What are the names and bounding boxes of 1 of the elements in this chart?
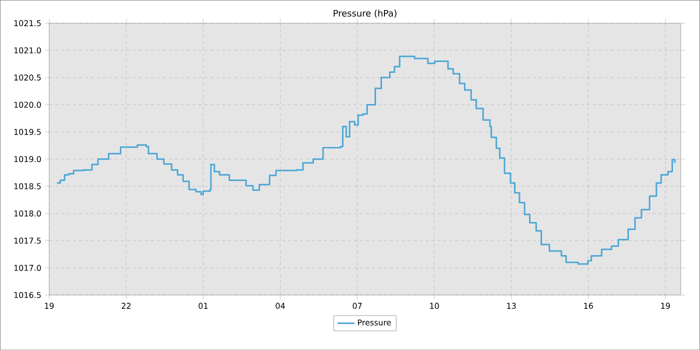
chart-title: Pressure (hPa) (334, 10, 396, 18)
